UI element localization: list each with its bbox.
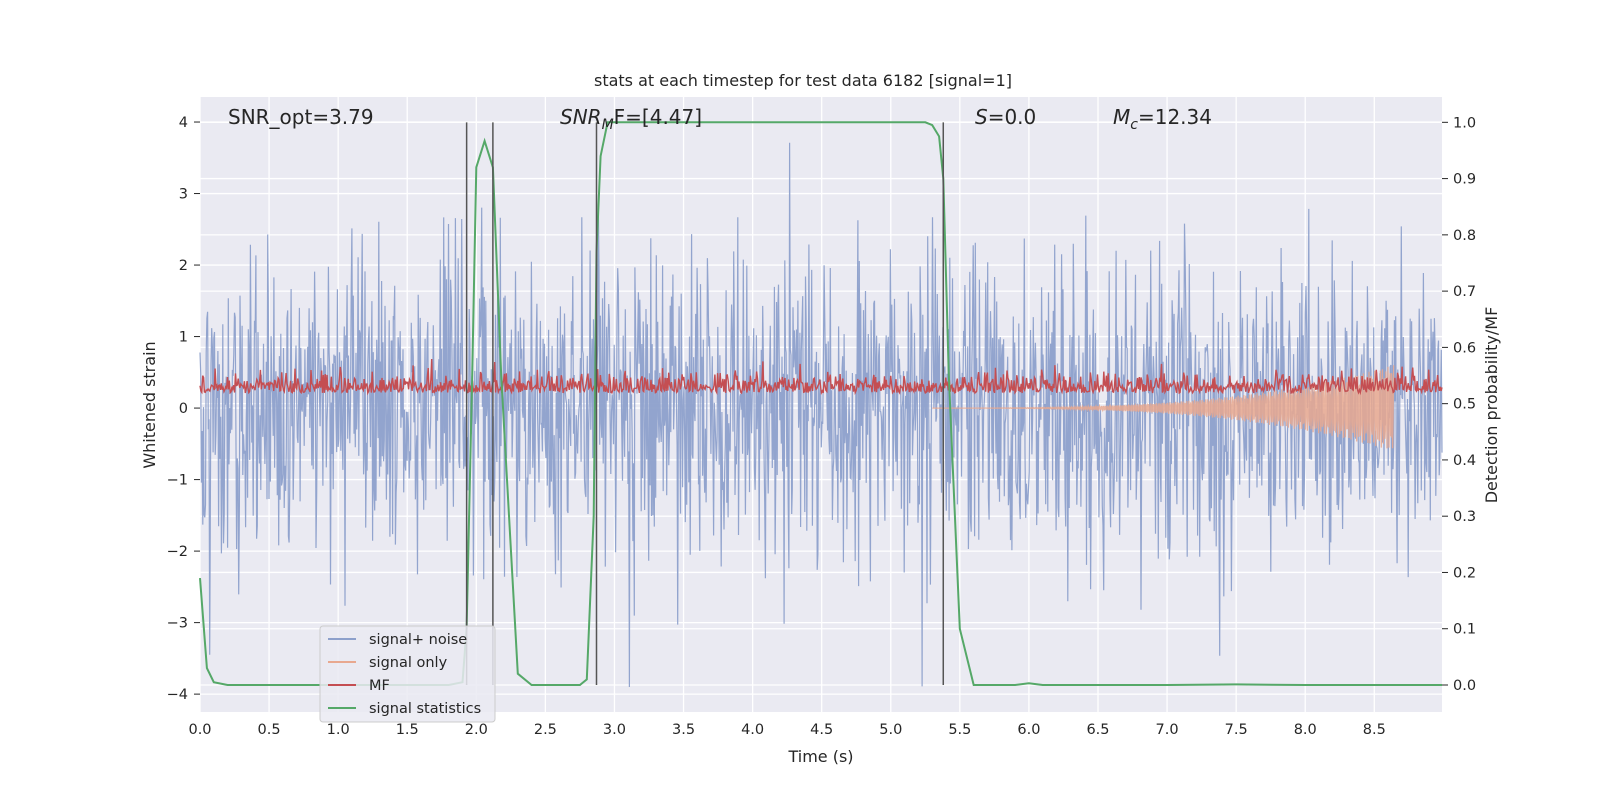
legend-box bbox=[319, 625, 496, 723]
annotation-snr-mf-rest: F=[4.47] bbox=[614, 105, 702, 129]
x-tick-label: 8.5 bbox=[1363, 722, 1386, 738]
series-mf bbox=[199, 358, 1443, 396]
y-tick-label-right: 0.4 bbox=[1453, 453, 1476, 469]
x-tick-label: 1.5 bbox=[396, 722, 419, 738]
annotation-snr-opt: SNR_opt=3.79 bbox=[228, 105, 374, 129]
x-tick-label: 1.0 bbox=[327, 722, 350, 738]
x-tick-label: 8.0 bbox=[1294, 722, 1317, 738]
x-tick-label: 2.0 bbox=[465, 722, 488, 738]
chart-title: stats at each timestep for test data 618… bbox=[594, 71, 1012, 90]
x-tick-label: 0.0 bbox=[188, 722, 211, 738]
x-tick-label: 7.0 bbox=[1156, 722, 1179, 738]
x-tick-label: 5.0 bbox=[879, 722, 902, 738]
ticks: 0.0 0.5 1.0 1.5 2.0 2.5 3.0 3.5 4.0 4.5 5.0 5.5 6.0 6… bbox=[167, 115, 1476, 738]
legend-label-mf: MF bbox=[369, 678, 390, 694]
y-tick-label-left: 0 bbox=[179, 401, 188, 417]
grid bbox=[199, 97, 1442, 712]
y-tick-label-right: 0.3 bbox=[1453, 509, 1476, 525]
annotation-mc-rest: =12.34 bbox=[1138, 105, 1212, 129]
y-tick-label-right: 1.0 bbox=[1453, 115, 1476, 131]
y-tick-label-right: 0.0 bbox=[1453, 678, 1476, 694]
y-tick-label-right: 0.1 bbox=[1453, 622, 1476, 638]
series-signal-only bbox=[932, 365, 1395, 449]
x-tick-label: 4.0 bbox=[741, 722, 764, 738]
x-tick-label: 2.5 bbox=[534, 722, 557, 738]
x-axis-label: Time (s) bbox=[787, 747, 853, 766]
y-tick-label-left: −2 bbox=[167, 544, 188, 560]
y-tick-label-left: −3 bbox=[167, 616, 188, 632]
y-tick-label-left: 2 bbox=[179, 258, 188, 274]
legend-label-signal-statistics: signal statistics bbox=[369, 701, 481, 717]
y-tick-label-left: −4 bbox=[167, 687, 188, 703]
x-tick-label: 7.5 bbox=[1225, 722, 1248, 738]
annotation-snr-mf: SNRMF=[4.47] bbox=[560, 105, 702, 133]
y-tick-label-right: 0.7 bbox=[1453, 284, 1476, 300]
x-tick-label: 0.5 bbox=[258, 722, 281, 738]
legend-label-signal-noise: signal+ noise bbox=[369, 632, 467, 648]
y-tick-label-right: 0.2 bbox=[1453, 565, 1476, 581]
vertical-markers bbox=[465, 122, 945, 685]
y-axis-label-right: Detection probability/MF bbox=[1482, 307, 1501, 504]
y-tick-label-left: −1 bbox=[167, 473, 188, 489]
y-tick-label-left: 3 bbox=[179, 187, 188, 203]
legend-label-signal-only: signal only bbox=[369, 655, 448, 671]
y-axis-label-left: Whitened strain bbox=[140, 341, 159, 468]
legend: signal+ noise signal only MF signal stat… bbox=[319, 625, 496, 723]
y-tick-label-right: 0.5 bbox=[1453, 397, 1476, 413]
x-tick-label: 6.5 bbox=[1086, 722, 1109, 738]
annotation-s-main: S bbox=[975, 105, 988, 129]
y-tick-label-right: 0.9 bbox=[1453, 172, 1476, 188]
y-tick-label-left: 1 bbox=[179, 330, 188, 346]
annotation-snr-mf-main: SNR bbox=[560, 105, 602, 129]
x-tick-label: 5.5 bbox=[948, 722, 971, 738]
annotation-mc: Mc=12.34 bbox=[1113, 105, 1212, 133]
annotation-mc-sub: c bbox=[1130, 117, 1138, 133]
annotation-mc-main: M bbox=[1113, 105, 1130, 129]
x-tick-label: 4.5 bbox=[810, 722, 833, 738]
series-layer bbox=[199, 121, 1443, 688]
annotation-s-rest: =0.0 bbox=[988, 105, 1037, 129]
x-tick-label: 3.5 bbox=[672, 722, 695, 738]
x-tick-label: 6.0 bbox=[1017, 722, 1040, 738]
y-tick-label-left: 4 bbox=[179, 115, 188, 131]
y-tick-label-right: 0.6 bbox=[1453, 340, 1476, 356]
y-tick-label-right: 0.8 bbox=[1453, 228, 1476, 244]
x-tick-label: 3.0 bbox=[603, 722, 626, 738]
annotation-s: S=0.0 bbox=[975, 105, 1036, 129]
annotation-snr-mf-sub: M bbox=[602, 117, 614, 133]
